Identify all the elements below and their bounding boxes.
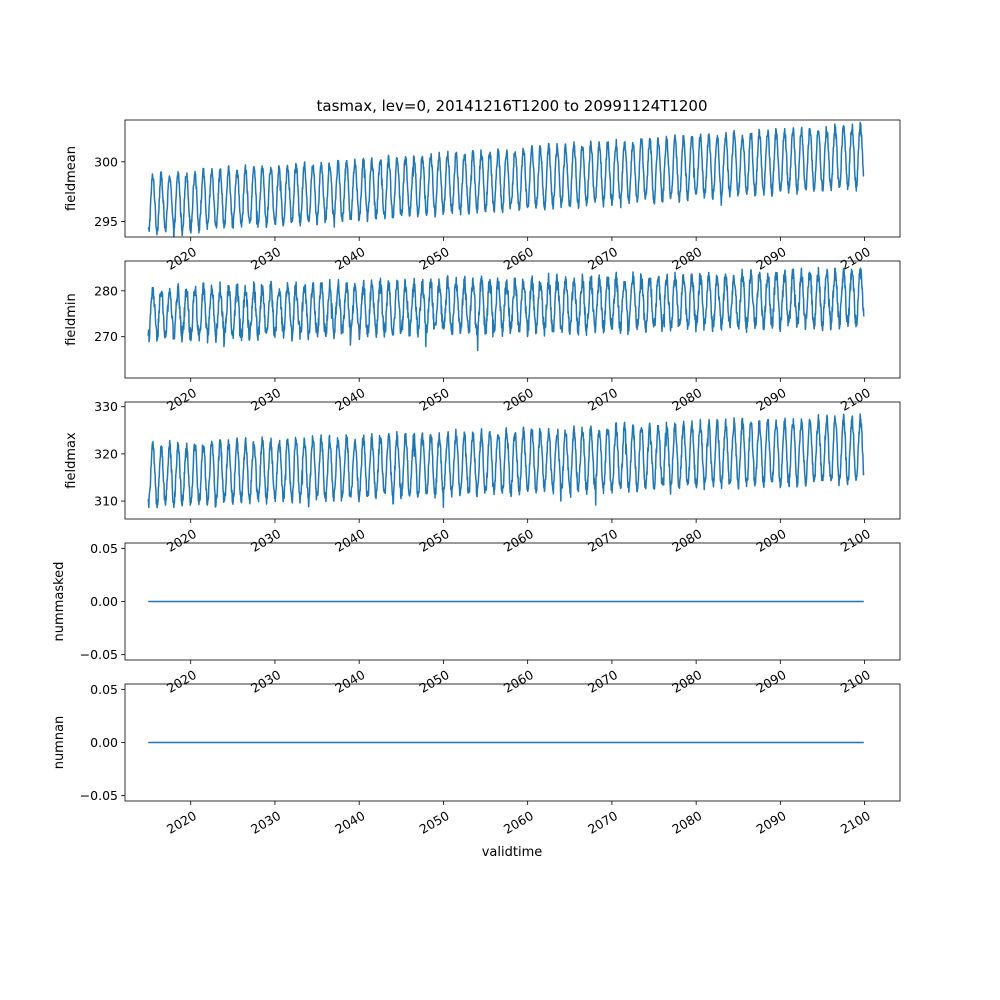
nummasked-xtick-label: 2020 [164,667,199,696]
nummasked-xtick-label: 2030 [248,667,283,696]
fieldmin-axes-frame [124,260,901,379]
numnan-xtick-label: 2080 [669,808,704,837]
fieldmax-series-line [147,413,865,509]
nummasked-xtick-label: 2040 [332,667,367,696]
numnan-ytick-label: 0.00 [90,735,118,750]
fieldmin-ytick-label: 280 [94,283,118,298]
fieldmax-xtick-label: 2020 [164,526,199,555]
fieldmin-xtick-label: 2050 [417,385,452,414]
nummasked-xtick-label: 2050 [417,667,452,696]
fieldmean-xtick-label: 2090 [754,244,789,273]
subplot-panels: 295 300 2020 2030 2040 2050 2060 2070 2080 2090 21… [52,119,901,837]
nummasked-ytick-label: 0.05 [90,541,118,556]
numnan-xtick-label: 2100 [838,808,873,837]
nummasked-axis-label: nummasked [52,562,67,642]
fieldmax-axis-label: fieldmax [64,432,79,489]
fieldmin-xtick-label: 2040 [332,385,367,414]
fieldmax-ytick-label: 330 [94,399,118,414]
subplot-fieldmax: 310 320 330 2020 2030 2040 2050 2060 2070 2080 209… [64,399,901,555]
numnan-xtick-label: 2060 [501,808,536,837]
fieldmean-xtick-label: 2020 [164,244,199,273]
fieldmin-xtick-label: 2100 [838,385,873,414]
fieldmax-xtick-label: 2100 [838,526,873,555]
fieldmax-xtick-label: 2040 [332,526,367,555]
nummasked-xtick-label: 2070 [585,667,620,696]
x-axis-label: validtime [482,845,543,860]
nummasked-xtick-label: 2080 [669,667,704,696]
numnan-ytick-label: 0.05 [90,682,118,697]
fieldmax-ytick-label: 310 [94,494,118,509]
nummasked-xtick-label: 2100 [838,667,873,696]
numnan-xtick-label: 2030 [248,808,283,837]
fieldmax-xtick-label: 2090 [754,526,789,555]
fieldmean-xtick-label: 2050 [417,244,452,273]
fieldmean-xtick-label: 2070 [585,244,620,273]
nummasked-xtick-label: 2060 [501,667,536,696]
numnan-axis-label: numnan [52,716,67,770]
fieldmin-xtick-label: 2080 [669,385,704,414]
numnan-xtick-label: 2070 [585,808,620,837]
fieldmean-axes-frame [124,119,901,238]
fieldmean-series-line [147,121,865,237]
subplot-nummasked: −0.05 0.00 0.05 2020 2030 2040 2050 2060 2070 208… [52,541,901,696]
fieldmin-xtick-label: 2030 [248,385,283,414]
fieldmin-xtick-label: 2070 [585,385,620,414]
nummasked-ytick-label: 0.00 [90,594,118,609]
numnan-xtick-label: 2020 [164,808,199,837]
fieldmean-xtick-label: 2060 [501,244,536,273]
fieldmin-series-line [147,266,865,352]
nummasked-xtick-label: 2090 [754,667,789,696]
fieldmean-axis-label: fieldmean [64,146,79,211]
fieldmax-xtick-label: 2050 [417,526,452,555]
numnan-xtick-label: 2050 [417,808,452,837]
fieldmax-xtick-label: 2080 [669,526,704,555]
fieldmean-xtick-label: 2040 [332,244,367,273]
fieldmax-xtick-label: 2070 [585,526,620,555]
nummasked-ytick-label: −0.05 [80,647,118,662]
fieldmin-axis-label: fieldmin [64,293,79,346]
fieldmin-xtick-label: 2020 [164,385,199,414]
figure-title: tasmax, lev=0, 20141216T1200 to 20991124… [317,97,708,115]
fieldmax-xtick-label: 2060 [501,526,536,555]
subplot-fieldmin: 270 280 2020 2030 2040 2050 2060 2070 2080 2090 21… [64,260,901,414]
numnan-xtick-label: 2040 [332,808,367,837]
fieldmin-ytick-label: 270 [94,329,118,344]
subplot-numnan: −0.05 0.00 0.05 2020 2030 2040 2050 2060 2070 208… [52,682,901,837]
fieldmax-xtick-label: 2030 [248,526,283,555]
fieldmax-ytick-label: 320 [94,446,118,461]
fieldmean-xtick-label: 2080 [669,244,704,273]
fieldmean-xtick-label: 2030 [248,244,283,273]
numnan-xtick-label: 2090 [754,808,789,837]
fieldmean-ytick-label: 295 [94,214,118,229]
fieldmin-xtick-label: 2090 [754,385,789,414]
fieldmean-ytick-label: 300 [94,154,118,169]
fieldmax-axes-frame [124,401,901,520]
fieldmin-xtick-label: 2060 [501,385,536,414]
numnan-ytick-label: −0.05 [80,788,118,803]
